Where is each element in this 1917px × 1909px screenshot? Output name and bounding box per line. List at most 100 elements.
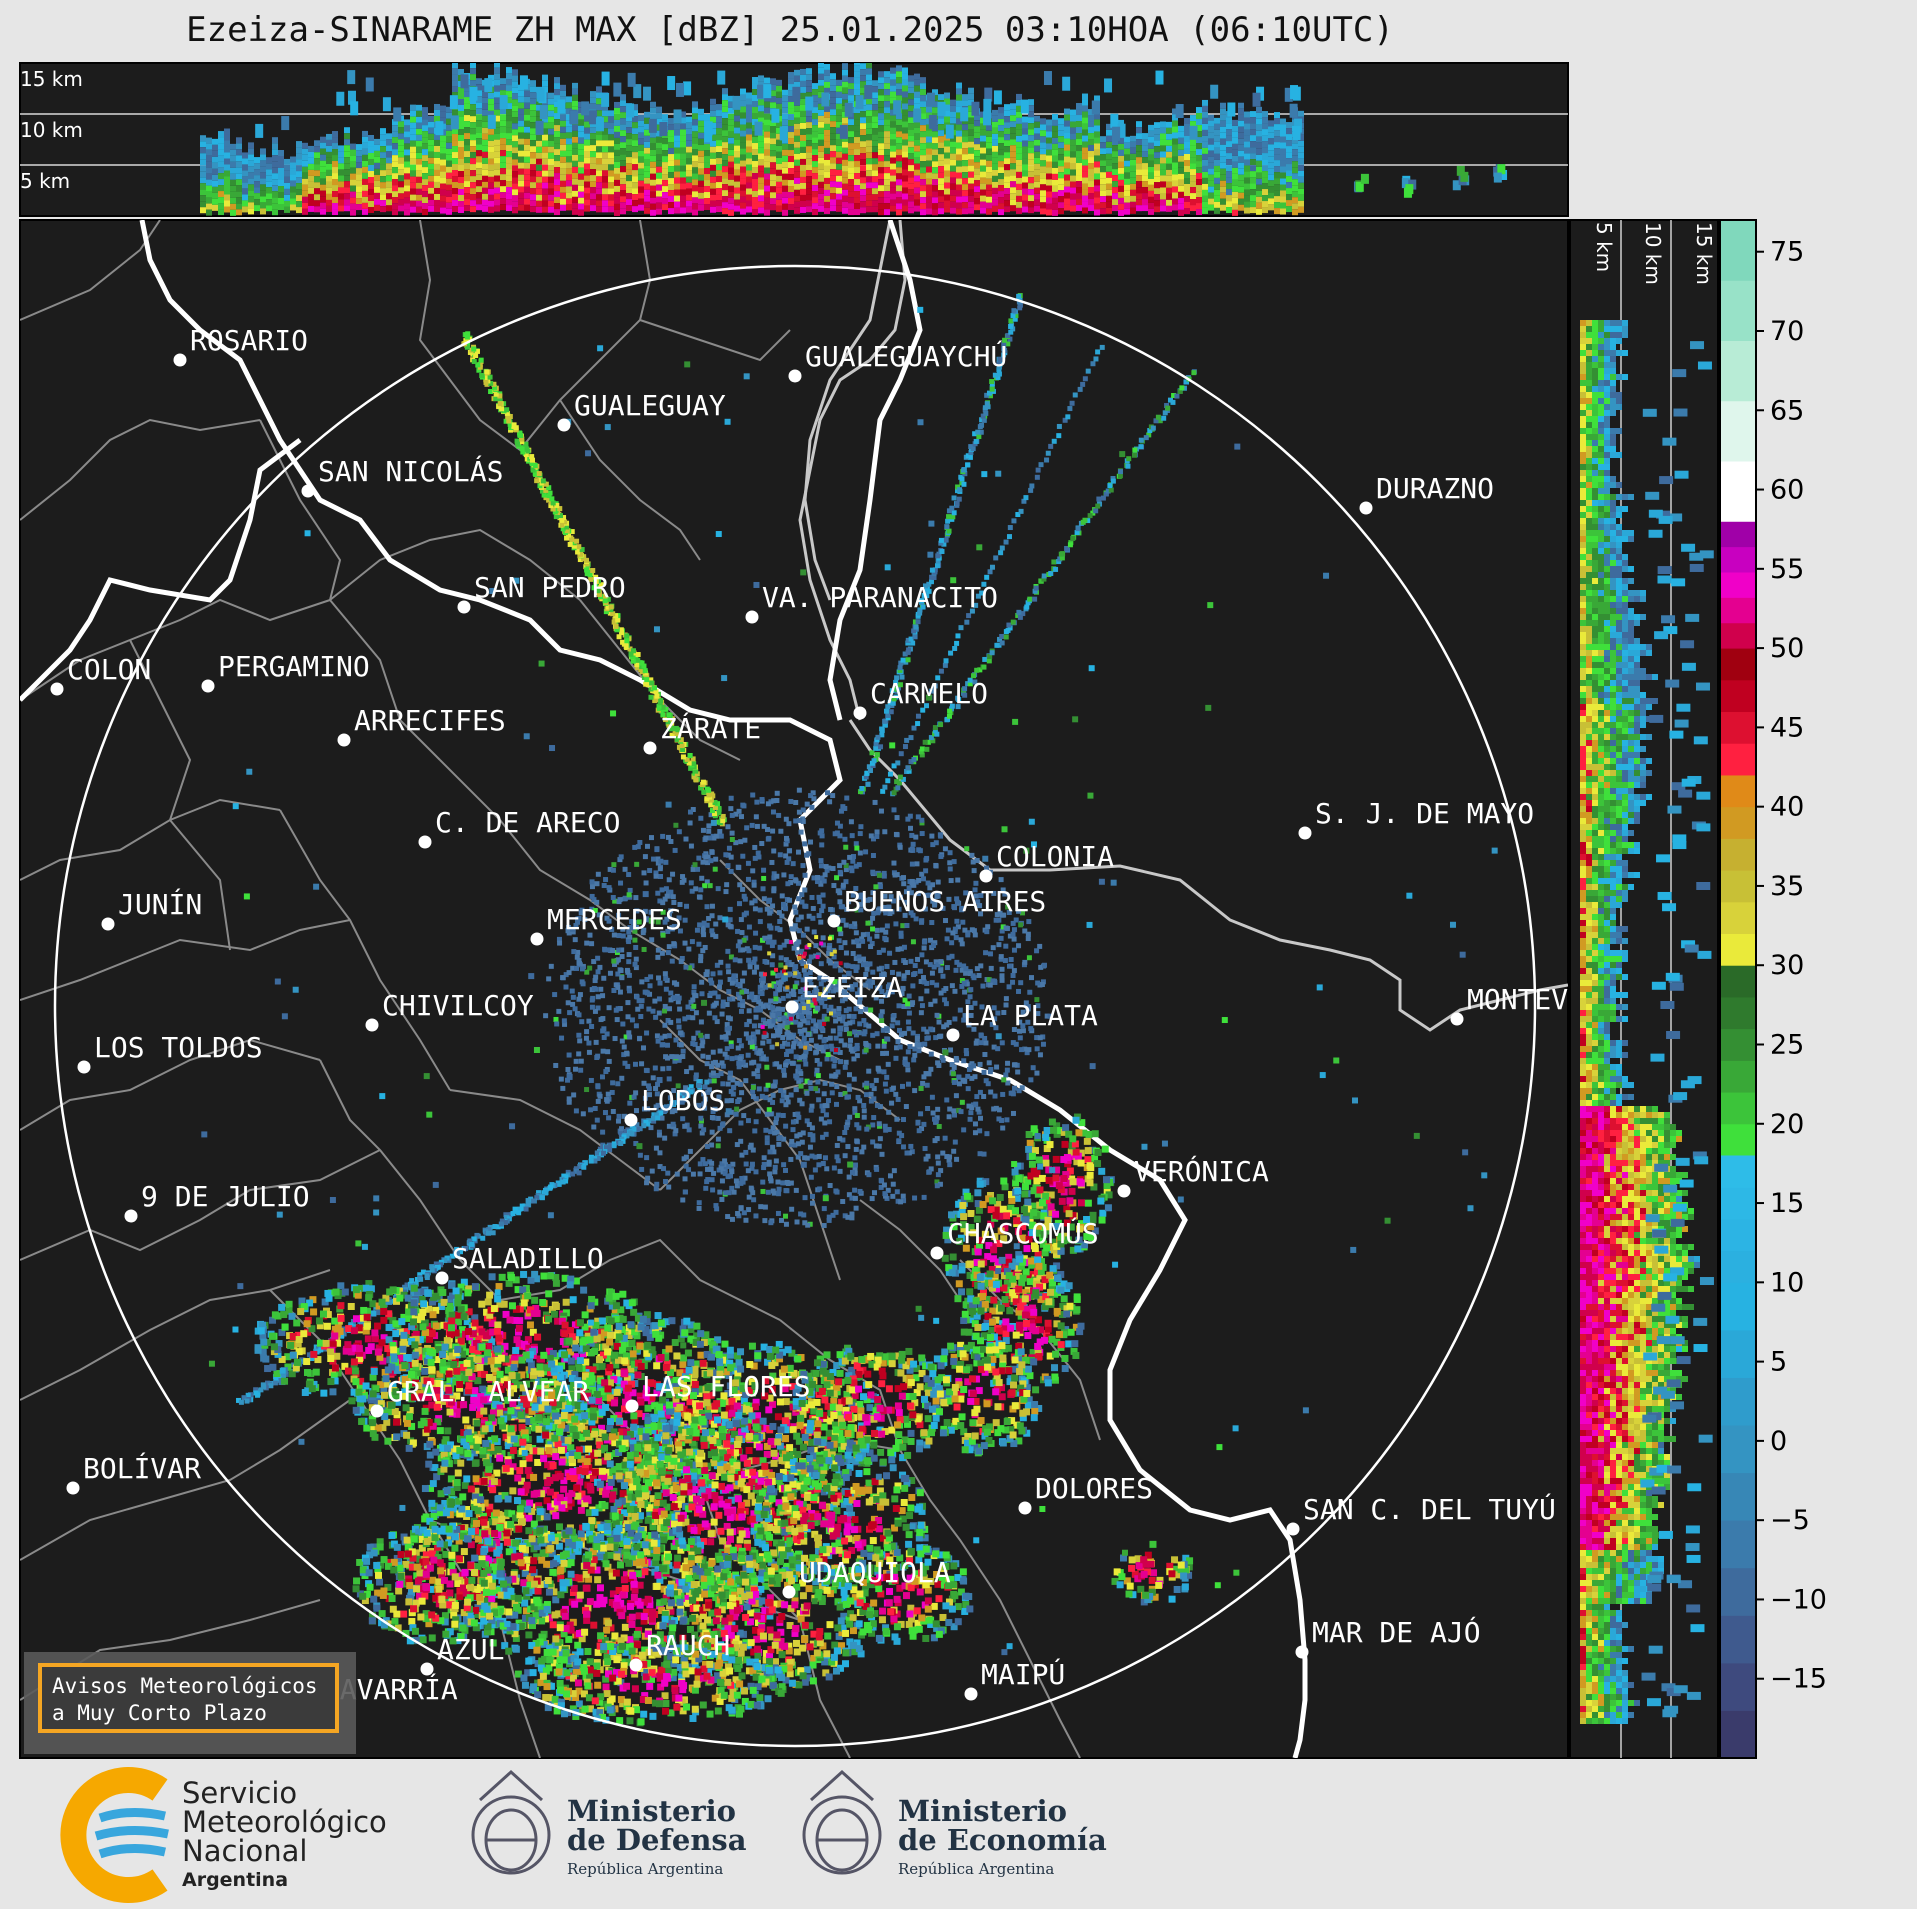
profile-pixel: [320, 160, 326, 167]
profile-pixel: [254, 181, 260, 188]
profile-pixel: [746, 170, 752, 177]
echo-pixel: [926, 1071, 932, 1077]
profile-pixel: [1298, 134, 1304, 141]
profile-pixel: [326, 145, 332, 152]
echo-pixel: [1019, 1085, 1025, 1091]
profile-pixel: [860, 87, 866, 94]
profile-pixel: [1280, 202, 1286, 209]
echo-pixel: [881, 904, 887, 910]
profile-pixel: [662, 204, 668, 211]
profile-pixel: [806, 110, 812, 117]
profile-pixel: [530, 122, 536, 129]
profile-pixel: [284, 182, 290, 189]
profile-pixel: [1232, 161, 1238, 168]
profile-pixel: [782, 89, 788, 96]
profile-pixel: [464, 193, 470, 200]
profile-pixel: [854, 173, 860, 180]
profile-pixel: [428, 121, 434, 128]
profile-pixel: [572, 172, 578, 179]
profile-pixel: [260, 178, 266, 185]
profile-pixel: [1046, 155, 1052, 162]
profile-pixel: [602, 128, 608, 135]
profile-pixel: [506, 79, 512, 86]
profile-pixel: [920, 197, 926, 204]
profile-pixel: [818, 127, 824, 134]
profile-pixel: [1286, 188, 1292, 195]
profile-pixel: [1286, 200, 1292, 207]
profile-pixel: [1298, 152, 1304, 159]
profile-pixel: [524, 150, 530, 157]
echo-pixel: [844, 1122, 850, 1128]
echo-pixel: [862, 1029, 868, 1035]
profile-pixel: [864, 85, 873, 100]
profile-pixel: [1268, 174, 1274, 181]
profile-pixel: [950, 153, 956, 160]
profile-pixel: [956, 88, 962, 95]
echo-pixel: [876, 1121, 882, 1127]
profile-pixel: [1016, 135, 1022, 142]
echo-pixel: [704, 1033, 710, 1039]
profile-pixel: [320, 190, 326, 197]
echo-pixel: [769, 943, 775, 949]
profile-pixel: [1202, 111, 1208, 118]
profile-pixel: [1052, 191, 1058, 198]
profile-pixel: [632, 206, 638, 213]
echo-pixel: [1044, 1013, 1050, 1019]
echo-pixel: [813, 1086, 819, 1092]
profile-pixel: [740, 118, 746, 125]
profile-pixel: [1208, 114, 1214, 121]
echo-pixel: [995, 1010, 1001, 1016]
echo-pixel: [584, 1087, 590, 1093]
echo-pixel: [911, 1057, 917, 1063]
profile-pixel: [524, 192, 530, 199]
profile-pixel: [206, 161, 212, 168]
profile-pixel: [320, 184, 326, 191]
profile-pixel: [1190, 187, 1196, 194]
profile-pixel: [1034, 193, 1040, 200]
profile-pixel: [812, 119, 818, 126]
echo-pixel: [701, 1091, 707, 1097]
profile-pixel: [836, 193, 842, 200]
profile-pixel: [488, 134, 494, 141]
profile-pixel: [530, 182, 536, 189]
profile-pixel: [818, 85, 824, 92]
echo-pixel: [976, 1109, 982, 1115]
profile-pixel: [308, 205, 314, 212]
profile-pixel: [476, 78, 482, 85]
profile-pixel: [632, 104, 638, 111]
profile-pixel: [1106, 189, 1112, 196]
echo-pixel: [788, 880, 794, 886]
profile-pixel: [200, 183, 206, 190]
echo-pixel: [854, 1053, 860, 1059]
profile-pixel: [236, 179, 242, 186]
profile-pixel: [614, 137, 620, 144]
profile-pixel: [890, 133, 896, 140]
echo-pixel: [751, 879, 757, 885]
profile-pixel: [320, 172, 326, 179]
profile-pixel: [1028, 171, 1034, 178]
profile-pixel: [986, 130, 992, 137]
profile-pixel: [392, 131, 398, 138]
profile-pixel: [1160, 175, 1166, 182]
profile-pixel: [344, 151, 350, 158]
profile-pixel: [434, 187, 440, 194]
profile-pixel: [770, 78, 776, 85]
profile-pixel: [983, 111, 992, 126]
echo-pixel: [884, 923, 890, 929]
profile-pixel: [524, 162, 530, 169]
profile-pixel: [812, 131, 818, 138]
profile-pixel: [254, 205, 260, 212]
profile-pixel: [590, 199, 596, 206]
profile-pixel: [1232, 131, 1238, 138]
echo-pixel: [678, 1042, 684, 1048]
echo-pixel: [700, 948, 706, 954]
profile-pixel: [1292, 185, 1298, 192]
profile-pixel: [488, 140, 494, 147]
profile-pixel: [913, 108, 922, 123]
profile-pixel: [452, 68, 458, 75]
profile-pixel: [1292, 155, 1298, 162]
profile-pixel: [902, 181, 908, 188]
profile-pixel: [692, 119, 698, 126]
profile-pixel: [950, 141, 956, 148]
echo-pixel: [772, 1008, 778, 1014]
